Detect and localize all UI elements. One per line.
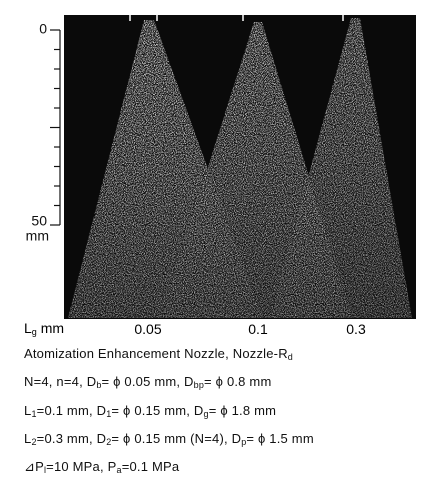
nozzle-markers xyxy=(129,15,344,21)
spray-label: 0.1 xyxy=(248,321,268,337)
caption-text: Atomization Enhancement Nozzle, Nozzle-R xyxy=(24,346,288,361)
spray-label: 0.05 xyxy=(134,321,162,337)
caption-text: L xyxy=(24,403,32,418)
caption-text: = ϕ 0.15 mm, D xyxy=(111,403,204,418)
caption-sub: d xyxy=(287,352,293,362)
caption-sub: p xyxy=(241,437,247,447)
caption-sub: 2 xyxy=(106,437,112,447)
caption-text: N=4, n=4, D xyxy=(24,374,97,389)
ruler xyxy=(50,29,61,226)
gap-symbol: L xyxy=(24,320,32,336)
caption-sub: a xyxy=(116,465,122,475)
caption-line: Atomization Enhancement Nozzle, Nozzle-R… xyxy=(24,346,293,362)
sprays xyxy=(68,18,412,318)
caption-text: = ϕ 1.5 mm xyxy=(246,431,314,446)
caption-text: ⊿P xyxy=(24,459,44,474)
gap-unit: mm xyxy=(36,320,65,336)
caption-sub: 1 xyxy=(31,409,37,419)
caption-text: = ϕ 0.15 mm (N=4), D xyxy=(111,431,242,446)
caption-text: = ϕ 0.8 mm xyxy=(204,374,272,389)
caption-text: = ϕ 0.05 mm, D xyxy=(101,374,194,389)
caption-text: L xyxy=(24,431,32,446)
ruler-label: 50 xyxy=(31,213,47,229)
ruler-unit: mm xyxy=(26,228,49,244)
caption-text: =10 MPa, P xyxy=(46,459,117,474)
caption-sub: b xyxy=(96,380,102,390)
caption-text: =0.3 mm, D xyxy=(36,431,107,446)
caption-text: =0.1 mm, D xyxy=(36,403,107,418)
caption-text: = ϕ 1.8 mm xyxy=(208,403,277,418)
caption-line: ⊿Pl=10 MPa, Pa=0.1 MPa xyxy=(24,459,179,475)
caption-sub: g xyxy=(203,409,209,419)
caption-sub: 1 xyxy=(106,409,112,419)
caption-line: L2=0.3 mm, D2= ϕ 0.15 mm (N=4), Dp= ϕ 1.… xyxy=(24,431,314,447)
caption-line: N=4, n=4, Db= ϕ 0.05 mm, Dbp= ϕ 0.8 mm xyxy=(24,374,272,390)
caption-text: =0.1 MPa xyxy=(121,459,180,474)
caption-sub: l xyxy=(43,465,47,475)
caption-sub: bp xyxy=(193,380,205,390)
caption-line: L1=0.1 mm, D1= ϕ 0.15 mm, Dg= ϕ 1.8 mm xyxy=(24,403,276,419)
spray-label: 0.3 xyxy=(346,321,366,337)
ruler-label: 0 xyxy=(39,21,47,37)
gap-sub: g xyxy=(31,327,37,337)
gap-label: Lg mm xyxy=(24,320,64,337)
caption-sub: 2 xyxy=(31,437,37,447)
